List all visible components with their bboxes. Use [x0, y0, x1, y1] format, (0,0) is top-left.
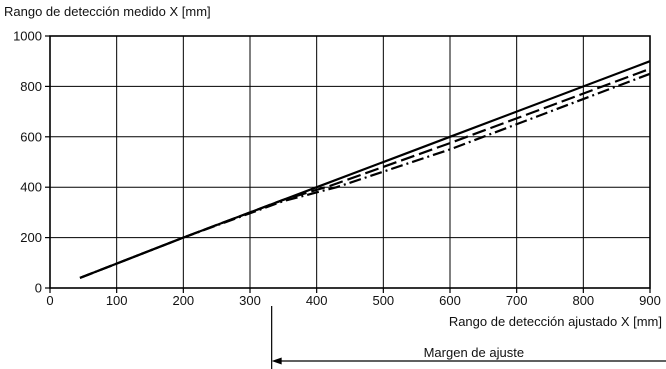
y-axis-label: Rango de detección medido X [mm]: [4, 4, 211, 19]
x-tick-label: 200: [172, 293, 194, 308]
y-tick-label: 1000: [13, 29, 42, 44]
x-tick-label: 500: [372, 293, 394, 308]
x-tick-label: 0: [46, 293, 53, 308]
x-tick-label: 600: [439, 293, 461, 308]
adjustment-range-annotation: Margen de ajuste: [271, 306, 666, 369]
x-axis-label: Rango de detección ajustado X [mm]: [449, 314, 662, 329]
y-tick-label: 400: [20, 180, 42, 195]
x-tick-label: 100: [106, 293, 128, 308]
plot-frame: [49, 35, 651, 289]
adjustment-range-label: Margen de ajuste: [424, 345, 524, 360]
x-tick-label: 900: [639, 293, 661, 308]
ticks-layer: 0 100 200 300 400 500 600 700 800 900 0 200 400 600 80…: [13, 29, 661, 309]
series-line-dashed: [79, 67, 651, 279]
series-line-dash-dot: [79, 72, 651, 279]
series-layer: [79, 60, 651, 279]
y-tick-label: 800: [20, 79, 42, 94]
grid: [50, 36, 650, 288]
y-tick-label: 600: [20, 129, 42, 144]
x-tick-label: 700: [506, 293, 528, 308]
x-tick-label: 800: [572, 293, 594, 308]
y-tick-label: 0: [35, 281, 42, 296]
y-tick-label: 200: [20, 230, 42, 245]
x-tick-label: 400: [306, 293, 328, 308]
range-arrow-left-head: [271, 357, 282, 365]
x-tick-label: 300: [239, 293, 261, 308]
